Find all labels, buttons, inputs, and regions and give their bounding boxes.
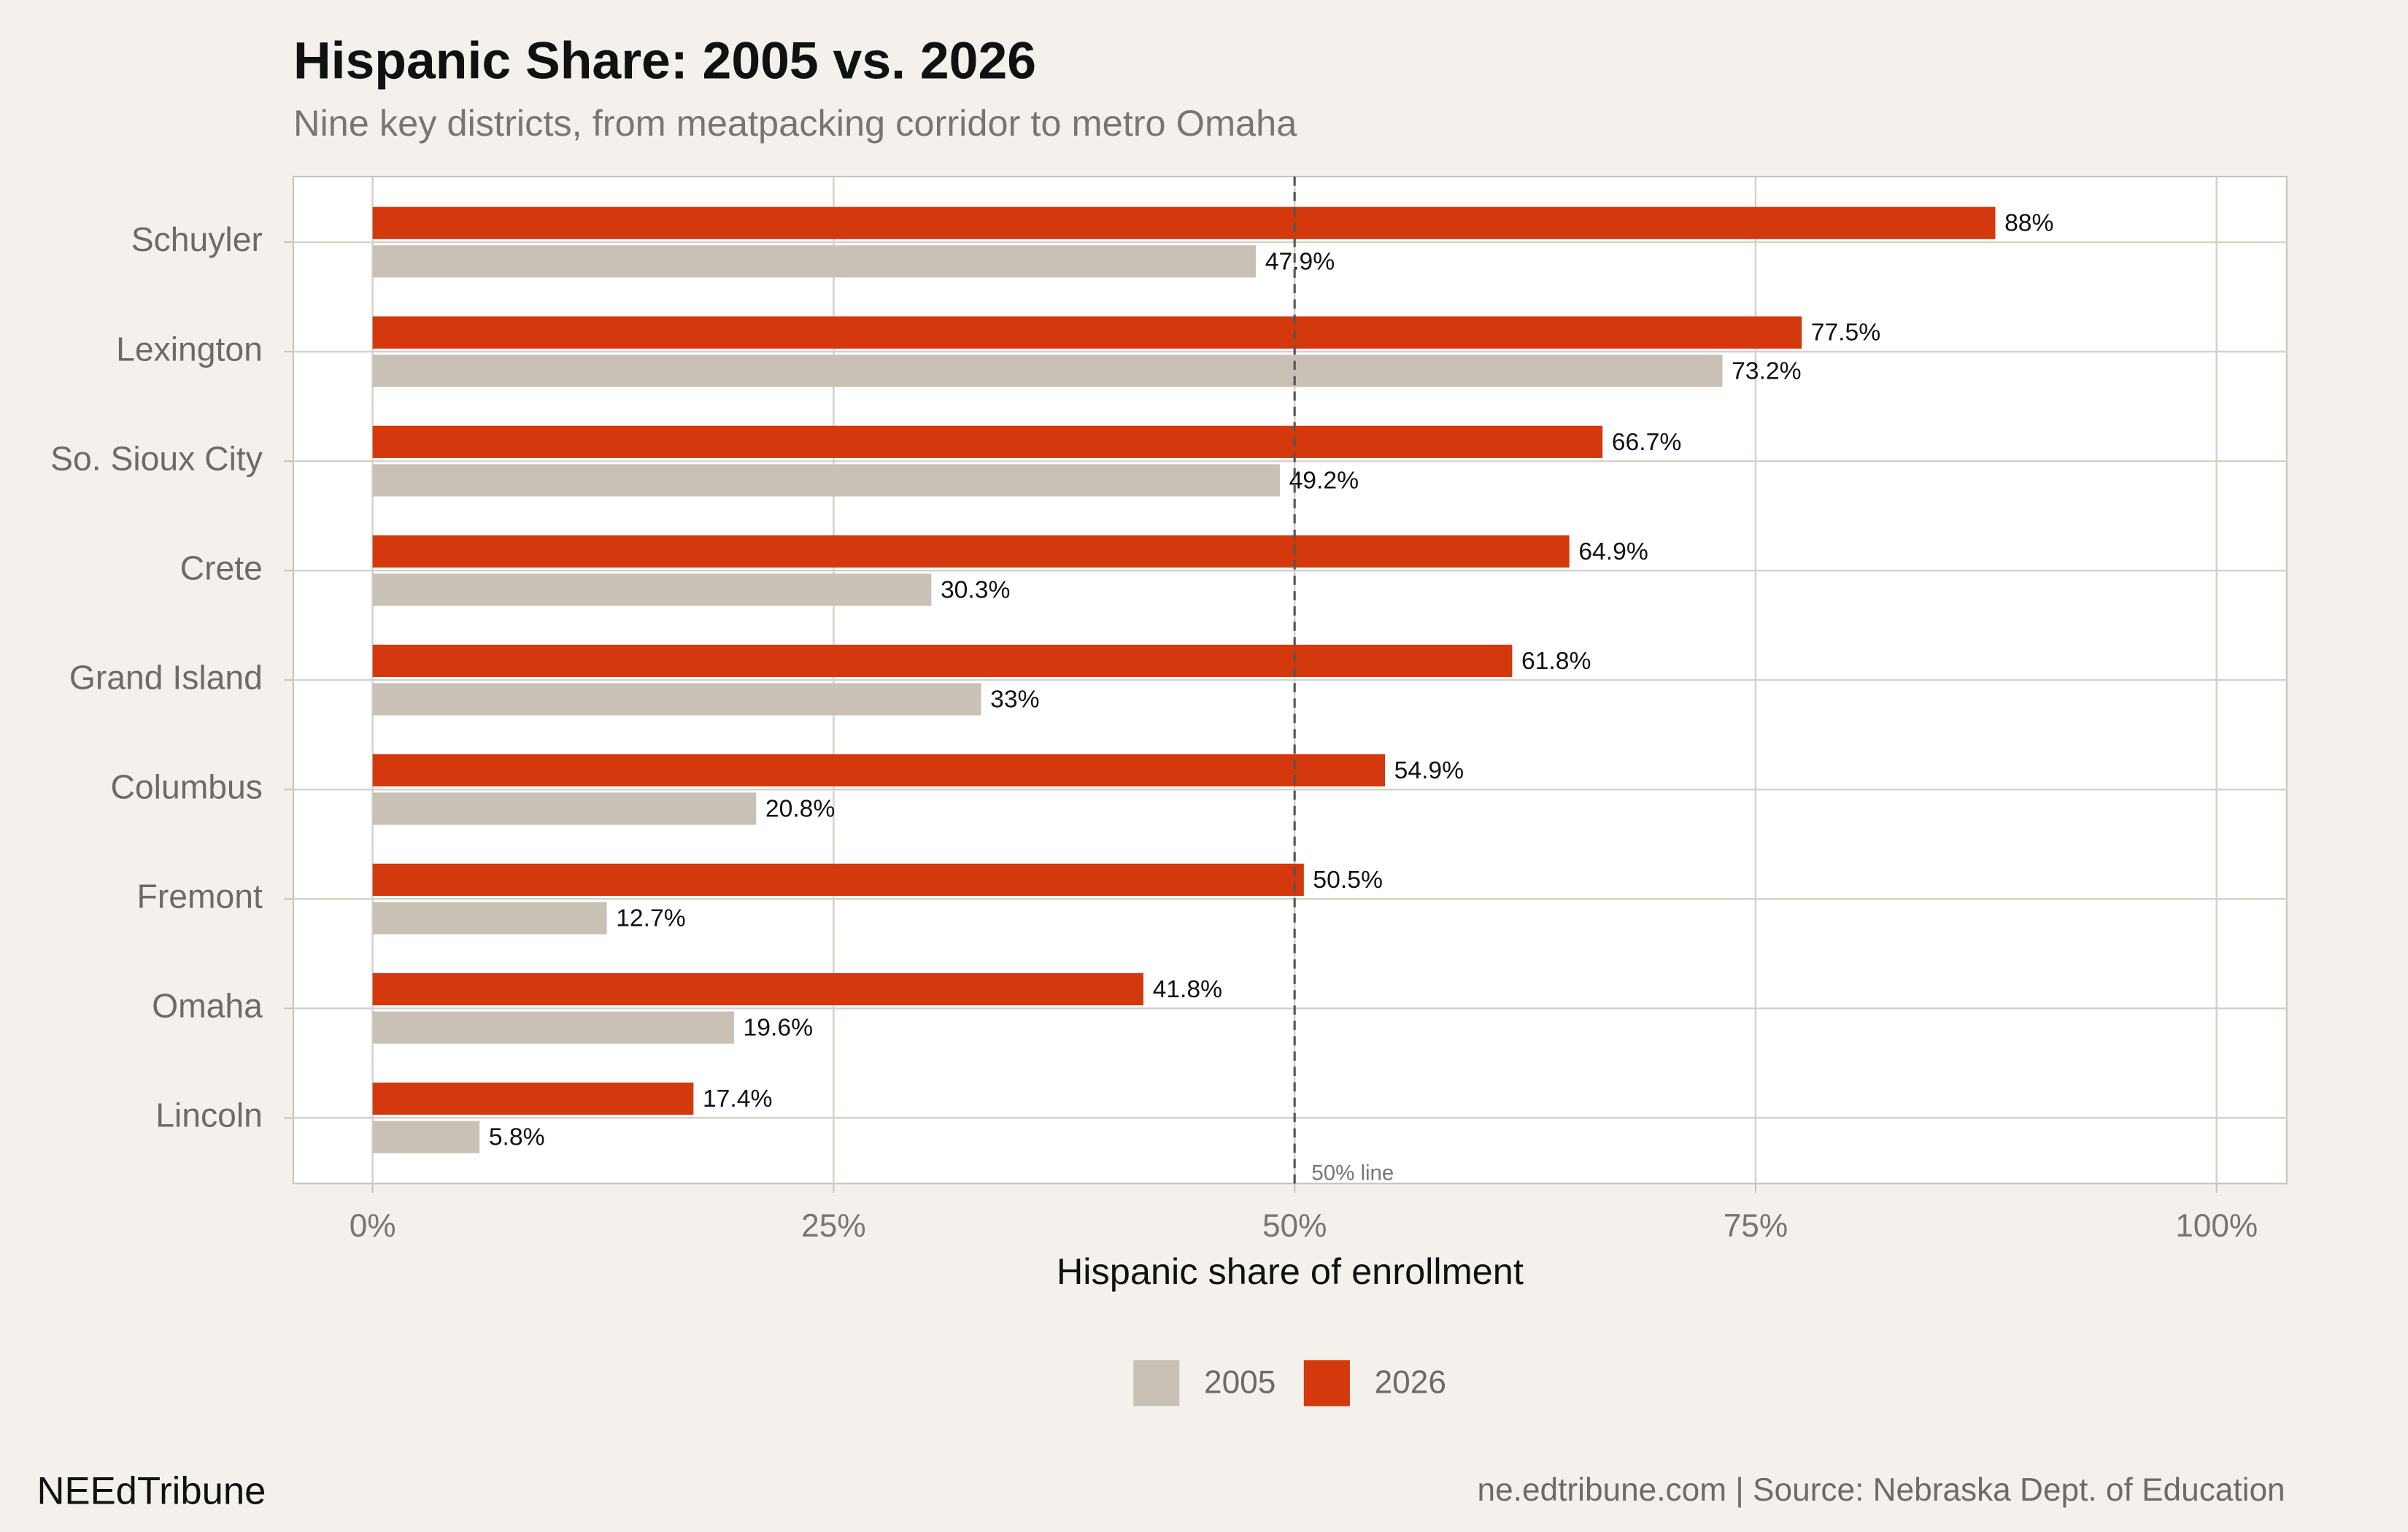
- bar: [372, 464, 1280, 497]
- value-label: 20.8%: [765, 796, 835, 823]
- value-label: 5.8%: [489, 1124, 545, 1151]
- value-label: 19.6%: [744, 1015, 813, 1042]
- bar: [372, 1011, 734, 1044]
- bar: [372, 792, 757, 825]
- bar: [372, 863, 1304, 897]
- x-tick-label: 0%: [350, 1208, 396, 1244]
- x-tick-label: 100%: [2175, 1208, 2258, 1244]
- bar: [372, 644, 1513, 677]
- bar: [372, 754, 1386, 786]
- value-label: 33%: [990, 686, 1039, 713]
- value-label: 61.8%: [1521, 648, 1591, 675]
- y-tick-label: Fremont: [137, 877, 263, 915]
- bar: [372, 316, 1802, 349]
- value-label: 50.5%: [1313, 867, 1382, 894]
- bar: [372, 683, 981, 716]
- y-tick-label: Schuyler: [131, 220, 263, 258]
- bar: [372, 1082, 694, 1115]
- value-label: 77.5%: [1811, 320, 1880, 347]
- bar: [372, 206, 1996, 239]
- y-tick-label: Lincoln: [155, 1096, 263, 1134]
- y-tick-label: Omaha: [152, 987, 263, 1025]
- source: ne.edtribune.com | Source: Nebraska Dept…: [1478, 1472, 2285, 1508]
- bar: [372, 425, 1603, 458]
- bar: [372, 535, 1570, 568]
- legend-label: 2026: [1375, 1365, 1446, 1401]
- legend-key: [1303, 1360, 1350, 1407]
- x-tick-label: 25%: [801, 1208, 865, 1244]
- bar: [372, 1121, 480, 1153]
- chart-title: Hispanic Share: 2005 vs. 2026: [293, 31, 1036, 90]
- bar: [372, 245, 1257, 278]
- x-tick-label: 75%: [1724, 1208, 1788, 1244]
- value-label: 12.7%: [616, 905, 685, 932]
- y-tick-label: Crete: [180, 549, 263, 587]
- value-label: 66.7%: [1612, 429, 1681, 456]
- value-label: 30.3%: [941, 576, 1010, 603]
- x-tick-label: 50%: [1262, 1208, 1327, 1244]
- y-tick-label: Columbus: [111, 767, 263, 805]
- chart-subtitle: Nine key districts, from meatpacking cor…: [293, 102, 1297, 144]
- value-label: 49.2%: [1289, 467, 1359, 494]
- x-axis-title: Hispanic share of enrollment: [1057, 1250, 1524, 1292]
- value-label: 73.2%: [1732, 357, 1801, 384]
- legend-label: 2005: [1204, 1365, 1276, 1401]
- reference-label: 50% line: [1311, 1161, 1394, 1185]
- bar: [372, 355, 1723, 387]
- value-label: 17.4%: [703, 1086, 772, 1113]
- value-label: 54.9%: [1394, 757, 1464, 784]
- value-label: 88%: [2004, 210, 2053, 237]
- y-tick-label: Grand Island: [69, 658, 263, 696]
- value-label: 47.9%: [1265, 248, 1335, 275]
- brand: NEEdTribune: [37, 1469, 266, 1512]
- legend-key: [1133, 1360, 1180, 1407]
- y-tick-label: So. Sioux City: [50, 439, 263, 477]
- y-tick-label: Lexington: [116, 330, 263, 368]
- bar: [372, 573, 932, 606]
- bar: [372, 972, 1143, 1006]
- value-label: 41.8%: [1153, 976, 1222, 1003]
- value-label: 64.9%: [1578, 538, 1648, 565]
- bar: [372, 902, 607, 935]
